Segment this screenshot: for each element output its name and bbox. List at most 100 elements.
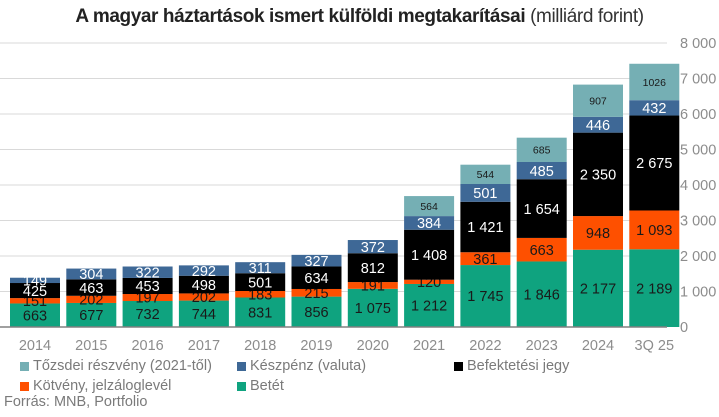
x-axis-labels: 2014 2015 2016 2017 2018 2019 2020 2021 2022 2023…	[19, 338, 674, 354]
data-label: 856	[304, 305, 328, 321]
bar-stack: 1 075 191 812 372	[347, 240, 398, 327]
chart-title: A magyar háztartások ismert külföldi meg…	[0, 6, 719, 28]
data-label: 2 189	[636, 281, 672, 297]
bar-segment	[516, 179, 567, 238]
legend-label: Készpénz (valuta)	[250, 358, 367, 374]
x-tick-label: 2015	[75, 338, 107, 354]
data-label: 732	[135, 307, 159, 323]
data-label: 677	[79, 308, 103, 324]
data-label: 384	[417, 216, 441, 232]
legend-label: Tőzsdei részvény (2021-től)	[33, 358, 212, 374]
bar-segment	[573, 132, 623, 217]
data-label: 372	[361, 240, 385, 256]
legend-label: Betét	[250, 378, 284, 394]
x-tick-label: 2014	[19, 338, 51, 354]
data-label: 149	[23, 274, 47, 290]
bar-segment	[10, 277, 60, 284]
data-label: 1026	[643, 77, 667, 89]
data-label: 322	[135, 265, 159, 281]
bar-segment	[291, 288, 342, 297]
data-label: 744	[192, 307, 216, 323]
data-label: 948	[586, 226, 610, 242]
bar-segment	[66, 268, 117, 280]
x-tick-label: 2021	[413, 338, 445, 354]
data-label: 425	[23, 284, 47, 300]
bar-segment	[629, 210, 680, 250]
data-label: 432	[642, 101, 666, 117]
bar-segment	[10, 298, 60, 304]
x-tick-label: 3Q 25	[635, 338, 675, 354]
bar-segment	[629, 63, 680, 101]
data-label: 304	[79, 267, 103, 283]
data-label: 463	[79, 281, 103, 297]
data-label: 183	[248, 287, 272, 303]
data-label: 1 075	[355, 301, 391, 317]
legend-label: Befektetési jegy	[467, 358, 570, 374]
bar-segment	[573, 249, 623, 327]
y-tick-label: 4 000	[680, 178, 716, 194]
bar-segment	[235, 297, 286, 327]
bar-segment	[122, 266, 173, 278]
bar-segment	[404, 196, 455, 217]
bar-segment	[66, 302, 117, 327]
bar-segment	[460, 184, 511, 202]
bar-segment	[516, 237, 567, 262]
x-tick-label: 2017	[188, 338, 220, 354]
data-label: 215	[304, 286, 328, 302]
data-label: 663	[23, 308, 47, 324]
gridlines	[0, 42, 667, 292]
bar-segment	[460, 201, 511, 253]
data-label: 485	[530, 164, 554, 180]
data-label: 446	[586, 118, 610, 134]
bar-segment	[235, 273, 286, 292]
data-label: 501	[248, 275, 272, 291]
y-tick-label: 5 000	[680, 143, 716, 159]
y-axis-labels: 0 1 000 2 000 3 000 4 000 5 000 6 000 7 000 8 00…	[680, 36, 716, 336]
bar-segment	[10, 303, 60, 327]
data-label: 202	[192, 290, 216, 306]
bar-segment	[629, 100, 680, 116]
legend-swatch	[237, 361, 246, 371]
bar-segment	[178, 265, 229, 276]
bar-segment	[629, 115, 680, 211]
bar-segment	[178, 300, 229, 327]
data-label: 2 177	[580, 282, 616, 298]
legend-item-kotveny: Kötvény, jelzáloglevél	[20, 378, 171, 394]
bar-segment	[347, 282, 398, 289]
chart-title-unit: (milliárd forint)	[530, 6, 644, 27]
bar-segment	[178, 275, 229, 294]
bar-segment	[573, 116, 623, 133]
bar-segment	[66, 279, 117, 296]
data-label: 1 654	[524, 202, 560, 218]
bar-segment	[404, 229, 455, 280]
legend-swatch	[237, 381, 246, 391]
bar-segment	[516, 137, 567, 162]
x-tick-label: 2024	[582, 338, 614, 354]
data-label: 634	[304, 271, 328, 287]
bar-segment	[460, 164, 511, 185]
bar-stack: 1 846 663 1 654 485 685	[516, 137, 567, 327]
data-label: 663	[530, 243, 554, 259]
legend-item-keszpenz: Készpénz (valuta)	[237, 358, 366, 374]
y-tick-label: 1 000	[680, 285, 716, 301]
x-tick-label: 2018	[244, 338, 276, 354]
bar-segment	[291, 254, 342, 267]
y-tick-label: 8 000	[680, 36, 716, 52]
bar-segment	[347, 253, 398, 283]
legend-swatch	[20, 361, 29, 371]
y-tick-label: 6 000	[680, 107, 716, 123]
data-label: 1 212	[411, 299, 447, 315]
data-label: 202	[79, 293, 103, 309]
data-label: 2 675	[636, 156, 672, 172]
data-label: 831	[248, 305, 272, 321]
bar-segment	[235, 291, 286, 298]
y-tick-label: 2 000	[680, 249, 716, 265]
bar-segment	[516, 161, 567, 180]
bar-stack: 1 745 361 1 421 501 544	[460, 164, 511, 327]
data-label: 191	[361, 279, 385, 295]
